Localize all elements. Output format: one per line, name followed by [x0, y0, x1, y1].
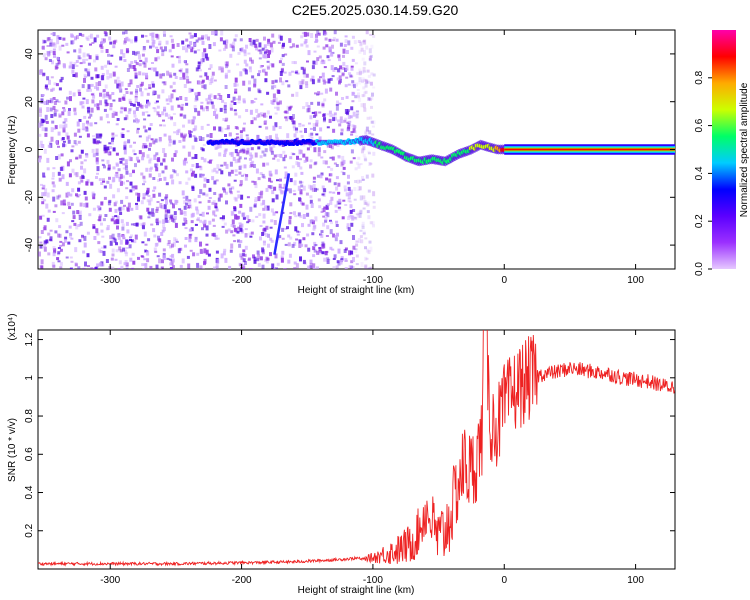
snr-ytick-label: 0.8 — [24, 409, 35, 423]
colorbar-label: Normalized spectral amplitude — [739, 82, 750, 217]
snr-ytick-label: 1 — [24, 375, 35, 381]
spectrogram-xtick-label: -100 — [363, 275, 383, 286]
snr-ytick-label: 0.2 — [24, 523, 35, 537]
snr-xtick-label: -200 — [232, 575, 252, 586]
spectrogram-ytick-label: 20 — [24, 96, 35, 108]
chart-title: C2E5.2025.030.14.59.G20 — [291, 2, 459, 18]
snr-xtick-label: 0 — [501, 575, 507, 586]
snr-panel: -300 -200 -100 0 100 0.2 0.4 0.6 0.8 1 1.2 Height… — [7, 313, 676, 596]
spectrogram-ytick-label: 0 — [24, 146, 35, 152]
spectrogram-xtick-label: -200 — [232, 275, 252, 286]
snr-series-line — [38, 330, 675, 567]
colorbar-tick-label: 0.2 — [694, 214, 705, 228]
snr-ytick-label: 1.2 — [24, 332, 35, 346]
spectrogram-ytick-label: -20 — [24, 190, 35, 205]
steady-carrier-band-3 — [504, 148, 675, 151]
spectrogram-x-axis-label: Height of straight line (km) — [298, 285, 415, 296]
spectrogram-ytick-label: -40 — [24, 237, 35, 252]
spectrogram-y-axis-label: Frequency (Hz) — [7, 116, 18, 185]
colorbar-tick-label: 0.4 — [694, 166, 705, 180]
colorbar-gradient — [712, 30, 736, 269]
snr-ytick-label: 0.4 — [24, 485, 35, 499]
spectrogram-xtick-label: -300 — [100, 275, 120, 286]
colorbar-tick-label: 0.6 — [694, 118, 705, 132]
snr-x-axis-label: Height of straight line (km) — [298, 585, 415, 596]
snr-multiplier-label: (x10⁴) — [7, 313, 18, 340]
snr-xtick-label: -300 — [100, 575, 120, 586]
spectrogram-ytick-label: 40 — [24, 48, 35, 60]
spectrogram-xtick-label: 0 — [501, 275, 507, 286]
snr-y-axis-label: SNR (10 * v/v) — [7, 418, 18, 482]
snr-ytick-label: 0.6 — [24, 447, 35, 461]
meteor-streak — [273, 173, 291, 255]
colorbar-tick-label: 0.0 — [694, 262, 705, 276]
snr-xtick-label: -100 — [363, 575, 383, 586]
colorbar: 0.0 0.2 0.4 0.6 0.8 Normalized spectral ampl… — [694, 30, 750, 276]
snr-xtick-label: 100 — [627, 575, 644, 586]
spectrogram-xtick-label: 100 — [627, 275, 644, 286]
colorbar-tick-label: 0.8 — [694, 70, 705, 84]
